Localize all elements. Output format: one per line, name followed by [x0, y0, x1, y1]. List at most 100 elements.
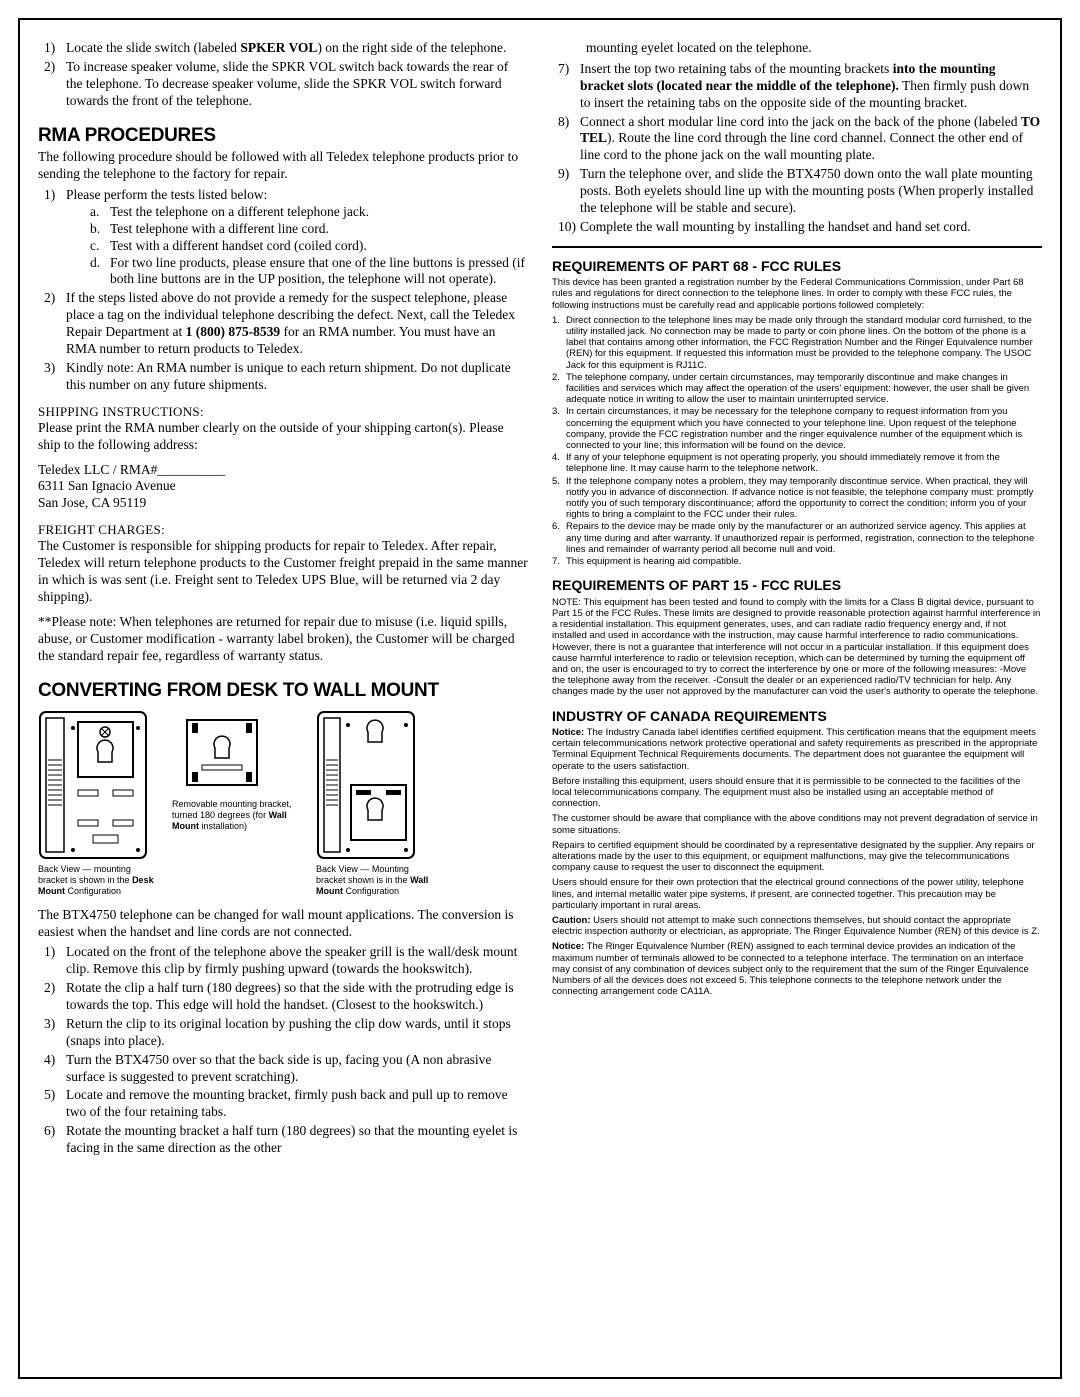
fine-num: 7.: [552, 556, 566, 567]
rma-intro: The following procedure should be follow…: [38, 149, 528, 183]
step-number: 7): [552, 61, 580, 112]
step-number: 4): [38, 1052, 66, 1086]
fine-text: Repairs to the device may be made only b…: [566, 521, 1042, 555]
step-text: Located on the front of the telephone ab…: [66, 944, 528, 978]
step-number: 1): [38, 944, 66, 978]
address-line: Teledex LLC / RMA#__________: [38, 462, 528, 479]
fine-num: 4.: [552, 452, 566, 474]
canada-para: Before installing this equipment, users …: [552, 776, 1042, 810]
step-number: 2): [38, 980, 66, 1014]
step-text: To increase speaker volume, slide the SP…: [66, 59, 528, 110]
rma-steps: 1) Please perform the tests listed below…: [38, 187, 528, 394]
part68-intro: This device has been granted a registrat…: [552, 277, 1042, 311]
canada-para: Notice: The Industry Canada label identi…: [552, 727, 1042, 772]
step-text: Rotate the mounting bracket a half turn …: [66, 1123, 528, 1157]
diagram-wall-mount: Back View — Mounting bracket shown is in…: [316, 710, 436, 896]
fine-text: Direct connection to the telephone lines…: [566, 315, 1042, 371]
freight-note: **Please note: When telephones are retur…: [38, 614, 528, 665]
step-text: Turn the telephone over, and slide the B…: [580, 166, 1042, 217]
diagram-desk-mount: Back View — mounting bracket is shown in…: [38, 710, 158, 896]
step-text: Connect a short modular line cord into t…: [580, 114, 1042, 165]
step-number: 1): [38, 187, 66, 288]
fine-text: In certain circumstances, it may be nece…: [566, 406, 1042, 451]
freight-text: The Customer is responsible for shipping…: [38, 538, 528, 606]
step-text: Complete the wall mounting by installing…: [580, 219, 1042, 236]
page-frame: 1) Locate the slide switch (labeled SPKE…: [18, 18, 1062, 1379]
part68-list: 1.Direct connection to the telephone lin…: [552, 315, 1042, 567]
part15-text: NOTE: This equipment has been tested and…: [552, 597, 1042, 698]
fine-text: If any of your telephone equipment is no…: [566, 452, 1042, 474]
step-text: Insert the top two retaining tabs of the…: [580, 61, 1042, 112]
fine-num: 5.: [552, 476, 566, 521]
canada-para: The customer should be aware that compli…: [552, 813, 1042, 835]
phone-back-desk-icon: [38, 710, 148, 860]
canada-para: Users should ensure for their own protec…: [552, 877, 1042, 911]
step-number: 2): [38, 290, 66, 358]
cont-first-line: mounting eyelet located on the telephone…: [552, 40, 1042, 57]
sub-text: For two line products, please ensure tha…: [110, 255, 528, 289]
step-text-inner: Please perform the tests listed below:: [66, 187, 267, 202]
step-number: 3): [38, 1016, 66, 1050]
bracket-icon: [172, 710, 272, 795]
canada-para: Notice: The Ringer Equivalence Number (R…: [552, 941, 1042, 997]
diagram-caption-bracket: Removable mounting bracket, turned 180 d…: [172, 795, 302, 831]
canada-para: Caution: Users should not attempt to mak…: [552, 915, 1042, 937]
fine-text: This equipment is hearing aid compatible…: [566, 556, 1042, 567]
step-number: 6): [38, 1123, 66, 1157]
divider-line: [552, 246, 1042, 248]
step-text: Turn the BTX4750 over so that the back s…: [66, 1052, 528, 1086]
convert-steps-cont: 7)Insert the top two retaining tabs of t…: [552, 61, 1042, 236]
rma-substeps: a.Test the telephone on a different tele…: [66, 204, 528, 288]
step-text: Locate and remove the mounting bracket, …: [66, 1087, 528, 1121]
part68-heading: Requirements Of Part 68 - FCC Rules: [552, 258, 1042, 276]
bold-label: SPKER VOL: [240, 40, 317, 55]
step-number: 2): [38, 59, 66, 110]
step-number: 10): [552, 219, 580, 236]
freight-label: FREIGHT CHARGES:: [38, 522, 528, 538]
step-text: Kindly note: An RMA number is unique to …: [66, 360, 528, 394]
step-number: 3): [38, 360, 66, 394]
address-line: San Jose, CA 95119: [38, 495, 528, 512]
fine-num: 3.: [552, 406, 566, 451]
sub-text: Test the telephone on a different teleph…: [110, 204, 528, 221]
right-column: mounting eyelet located on the telephone…: [552, 40, 1042, 1357]
step-number: 5): [38, 1087, 66, 1121]
canada-para: Repairs to certified equipment should be…: [552, 840, 1042, 874]
convert-steps: 1)Located on the front of the telephone …: [38, 944, 528, 1157]
step-text: Rotate the clip a half turn (180 degrees…: [66, 980, 528, 1014]
sub-text: Test with a different handset cord (coil…: [110, 238, 528, 255]
step-number: 1): [38, 40, 66, 57]
sub-letter: b.: [90, 221, 110, 238]
fine-num: 2.: [552, 372, 566, 406]
sub-letter: a.: [90, 204, 110, 221]
step-text: Return the clip to its original location…: [66, 1016, 528, 1050]
part15-heading: Requirements Of Part 15 - FCC Rules: [552, 577, 1042, 595]
left-column: 1) Locate the slide switch (labeled SPKE…: [38, 40, 528, 1357]
sub-letter: d.: [90, 255, 110, 289]
diagram-caption-wall: Back View — Mounting bracket shown is in…: [316, 864, 436, 896]
fine-text: The telephone company, under certain cir…: [566, 372, 1042, 406]
bold-phone: 1 (800) 875-8539: [186, 324, 281, 339]
fine-text: If the telephone company notes a problem…: [566, 476, 1042, 521]
speaker-volume-steps: 1) Locate the slide switch (labeled SPKE…: [38, 40, 528, 110]
step-text: Locate the slide switch (labeled SPKER V…: [66, 40, 528, 57]
rma-heading: Rma Procedures: [38, 124, 528, 148]
address-block: Teledex LLC / RMA#__________ 6311 San Ig…: [38, 462, 528, 513]
diagram-bracket: Removable mounting bracket, turned 180 d…: [172, 710, 302, 831]
diagram-row: Back View — mounting bracket is shown in…: [38, 710, 528, 896]
step-text: Please perform the tests listed below: a…: [66, 187, 528, 288]
shipping-text: Please print the RMA number clearly on t…: [38, 420, 528, 454]
sub-text: Test telephone with a different line cor…: [110, 221, 528, 238]
step-text: If the steps listed above do not provide…: [66, 290, 528, 358]
fine-num: 1.: [552, 315, 566, 371]
convert-heading: Converting From Desk To Wall Mount: [38, 679, 528, 703]
canada-block: Notice: The Industry Canada label identi…: [552, 727, 1042, 997]
shipping-label: SHIPPING INSTRUCTIONS:: [38, 404, 528, 420]
diagram-caption-desk: Back View — mounting bracket is shown in…: [38, 864, 158, 896]
step-number: 9): [552, 166, 580, 217]
phone-back-wall-icon: [316, 710, 416, 860]
fine-num: 6.: [552, 521, 566, 555]
sub-letter: c.: [90, 238, 110, 255]
convert-intro: The BTX4750 telephone can be changed for…: [38, 907, 528, 941]
canada-heading: Industry Of Canada Requirements: [552, 708, 1042, 726]
